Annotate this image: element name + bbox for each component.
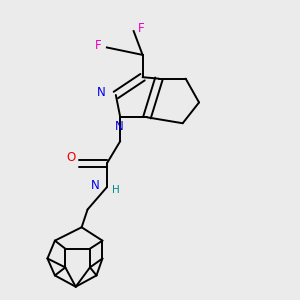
Text: F: F (138, 22, 144, 34)
Text: F: F (95, 40, 101, 52)
Text: O: O (67, 151, 76, 164)
Text: H: H (112, 185, 120, 195)
Text: N: N (97, 85, 106, 98)
Text: N: N (91, 179, 99, 192)
Text: N: N (114, 120, 123, 133)
